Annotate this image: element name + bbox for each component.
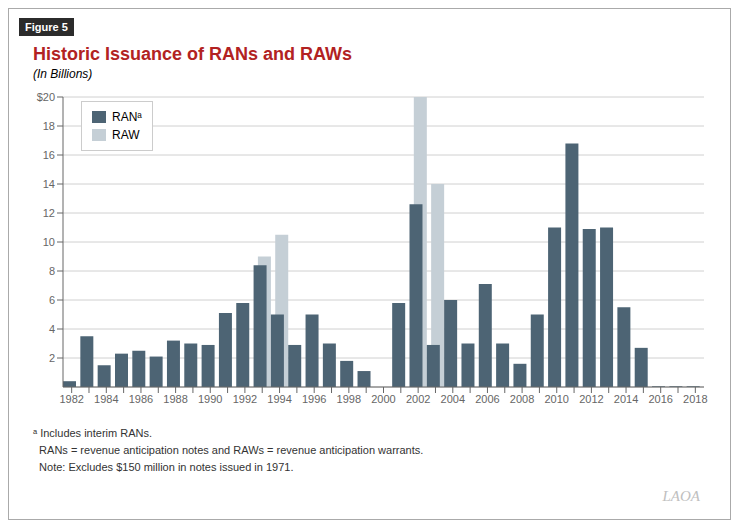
svg-text:1998: 1998 — [337, 393, 361, 405]
svg-text:2000: 2000 — [371, 393, 395, 405]
svg-text:1990: 1990 — [198, 393, 222, 405]
svg-text:$20: $20 — [37, 91, 55, 103]
html-text:Figure 5: Figure 5 — [25, 21, 68, 33]
svg-text:6: 6 — [49, 294, 55, 306]
svg-text:2004: 2004 — [441, 393, 465, 405]
svg-text:12: 12 — [43, 207, 55, 219]
html-text:RANᵃ: RANᵃ — [112, 110, 142, 124]
svg-text:2014: 2014 — [614, 393, 638, 405]
svg-text:2018: 2018 — [683, 393, 707, 405]
svg-text:10: 10 — [43, 236, 55, 248]
html-text:ᵃ Includes interim RANs.: ᵃ Includes interim RANs. — [33, 427, 152, 439]
svg-text:2006: 2006 — [475, 393, 499, 405]
svg-text:2010: 2010 — [545, 393, 569, 405]
svg-text:2: 2 — [49, 352, 55, 364]
html-text:Historic Issuance of RANs and: Historic Issuance of RANs and RAWs — [33, 44, 353, 64]
svg-text:4: 4 — [49, 323, 55, 335]
html-text:Note: Excludes $150 million in: Note: Excludes $150 million in notes iss… — [33, 461, 294, 473]
svg-text:1988: 1988 — [163, 393, 187, 405]
svg-text:1994: 1994 — [267, 393, 291, 405]
html-text:RANs = revenue anticipation no: RANs = revenue anticipation notes and RA… — [33, 444, 424, 456]
svg-text:18: 18 — [43, 120, 55, 132]
svg-text:2012: 2012 — [579, 393, 603, 405]
svg-text:1986: 1986 — [129, 393, 153, 405]
svg-text:1984: 1984 — [94, 393, 118, 405]
svg-text:14: 14 — [43, 178, 55, 190]
svg-text:1996: 1996 — [302, 393, 326, 405]
html-text:RAW: RAW — [112, 128, 140, 142]
svg-text:2008: 2008 — [510, 393, 534, 405]
svg-text:16: 16 — [43, 149, 55, 161]
svg-text:2016: 2016 — [648, 393, 672, 405]
svg-text:1982: 1982 — [59, 393, 83, 405]
html-text:LAOA: LAOA — [662, 488, 700, 504]
svg-text:8: 8 — [49, 265, 55, 277]
svg-text:2002: 2002 — [406, 393, 430, 405]
svg-text:1992: 1992 — [233, 393, 257, 405]
html-text:(In Billions): (In Billions) — [33, 67, 93, 81]
